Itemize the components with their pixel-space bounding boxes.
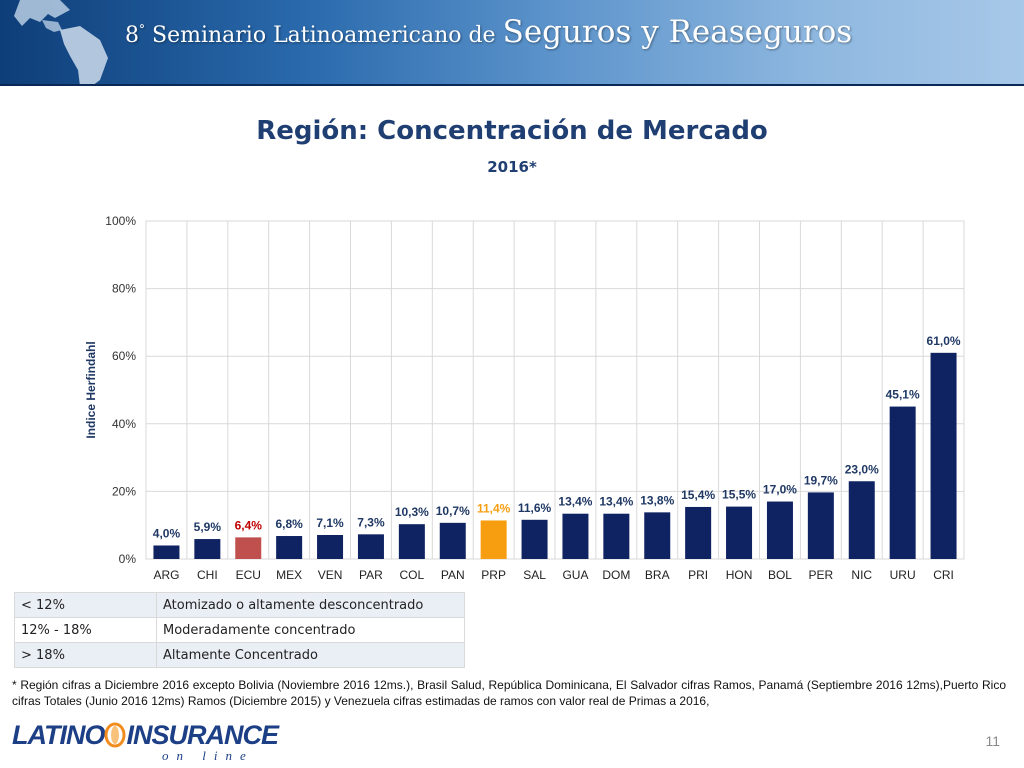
- bar-hon: [726, 506, 753, 559]
- logo-wordmark: LATINO INSURANCE: [12, 720, 279, 751]
- legend-range: 12% - 18%: [14, 617, 157, 643]
- bar-ven: [317, 535, 344, 559]
- category-label-ecu: ECU: [236, 568, 261, 582]
- bar-uru: [889, 406, 916, 559]
- category-label-uru: URU: [890, 568, 916, 582]
- category-label-nic: NIC: [851, 568, 872, 582]
- bar-chi: [194, 539, 221, 559]
- value-label-hon: 15,5%: [722, 488, 756, 502]
- category-label-pan: PAN: [441, 568, 465, 582]
- bar-bra: [644, 512, 671, 559]
- value-label-dom: 13,4%: [599, 495, 633, 509]
- page-number: 11: [985, 733, 1000, 749]
- category-label-hon: HON: [726, 568, 753, 582]
- y-tick-label: 80%: [112, 282, 136, 296]
- category-label-chi: CHI: [197, 568, 218, 582]
- chart-subtitle: 2016*: [487, 158, 537, 176]
- category-label-mex: MEX: [276, 568, 302, 582]
- bar-bol: [766, 501, 793, 559]
- category-label-cri: CRI: [933, 568, 954, 582]
- bar-ecu: [235, 537, 262, 559]
- bar-nic: [848, 481, 875, 559]
- concentration-legend-table: < 12% Atomizado o altamente desconcentrad…: [14, 592, 465, 668]
- value-label-ecu: 6,4%: [235, 518, 263, 532]
- y-tick-label: 0%: [119, 552, 137, 566]
- y-tick-label: 60%: [112, 349, 136, 363]
- value-label-chi: 5,9%: [194, 520, 222, 534]
- y-axis-label: Indice Herfindahl: [84, 341, 98, 438]
- bar-pan: [439, 522, 466, 559]
- bar-par: [357, 534, 384, 559]
- bar-dom: [603, 513, 630, 559]
- value-label-uru: 45,1%: [886, 388, 920, 402]
- category-label-pri: PRI: [688, 568, 708, 582]
- category-label-par: PAR: [359, 568, 383, 582]
- category-label-col: COL: [400, 568, 425, 582]
- category-label-gua: GUA: [562, 568, 588, 582]
- category-label-ven: VEN: [318, 568, 343, 582]
- footnote: * Región cifras a Diciembre 2016 excepto…: [12, 678, 1006, 708]
- americas-map-graphic: [14, 0, 108, 86]
- header-banner: 8° Seminario Latinoamericano de Seguros …: [0, 0, 1024, 86]
- latino-insurance-logo: LATINO INSURANCE on line: [12, 720, 279, 764]
- value-label-col: 10,3%: [395, 505, 429, 519]
- bar-prp: [480, 520, 507, 559]
- logo-part1: LATINO: [12, 720, 105, 750]
- bar-col: [398, 524, 425, 559]
- category-label-arg: ARG: [153, 568, 179, 582]
- banner-title: 8° Seminario Latinoamericano de Seguros …: [125, 14, 852, 50]
- value-label-mex: 6,8%: [275, 517, 303, 531]
- value-label-gua: 13,4%: [558, 495, 592, 509]
- value-label-bol: 17,0%: [763, 483, 797, 497]
- banner-ordinal-mark: °: [139, 22, 145, 37]
- legend-description: Altamente Concentrado: [156, 642, 465, 668]
- legend-row: < 12% Atomizado o altamente desconcentrad…: [14, 592, 465, 618]
- value-label-pan: 10,7%: [436, 504, 470, 518]
- category-label-bol: BOL: [768, 568, 792, 582]
- category-label-prp: PRP: [481, 568, 506, 582]
- y-tick-label: 40%: [112, 417, 136, 431]
- chart-title: Región: Concentración de Mercado: [256, 116, 768, 146]
- logo-part2: INSURANCE: [126, 720, 279, 750]
- category-label-per: PER: [809, 568, 834, 582]
- bar-pri: [685, 506, 712, 559]
- bar-arg: [153, 545, 180, 559]
- legend-range: > 18%: [14, 642, 157, 668]
- logo-globe-icon: [104, 722, 126, 748]
- value-label-par: 7,3%: [357, 515, 385, 529]
- banner-title-small: Seminario Latinoamericano de: [152, 23, 496, 48]
- category-label-dom: DOM: [602, 568, 630, 582]
- bar-sal: [521, 519, 548, 559]
- legend-row: > 18% Altamente Concentrado: [14, 642, 465, 668]
- bar-per: [807, 492, 834, 559]
- value-label-pri: 15,4%: [681, 488, 715, 502]
- bar-chart: 4,0% 5,9% 6,4% 6,8% 7,1% 7,3% 10,3% 10,7% 11,4% 1…: [84, 214, 965, 582]
- bar-cri: [930, 352, 957, 559]
- banner-ordinal: 8: [125, 23, 139, 48]
- value-label-ven: 7,1%: [316, 516, 344, 530]
- category-label-bra: BRA: [645, 568, 670, 582]
- bar-gua: [562, 513, 589, 559]
- y-tick-label: 20%: [112, 484, 136, 498]
- legend-range: < 12%: [14, 592, 157, 618]
- legend-description: Atomizado o altamente desconcentrado: [156, 592, 465, 618]
- value-label-per: 19,7%: [804, 473, 838, 487]
- value-label-bra: 13,8%: [640, 493, 674, 507]
- banner-divider: [0, 84, 1024, 86]
- value-label-prp: 11,4%: [477, 501, 511, 515]
- y-tick-label: 100%: [105, 214, 136, 228]
- value-label-cri: 61,0%: [927, 334, 961, 348]
- logo-tagline: on line: [162, 748, 254, 763]
- value-label-arg: 4,0%: [153, 526, 181, 540]
- legend-description: Moderadamente concentrado: [156, 617, 465, 643]
- banner-title-big: Seguros y Reaseguros: [502, 14, 853, 50]
- value-label-sal: 11,6%: [518, 501, 552, 515]
- bar-mex: [276, 536, 303, 559]
- legend-row: 12% - 18% Moderadamente concentrado: [14, 617, 465, 643]
- category-label-sal: SAL: [523, 568, 546, 582]
- value-label-nic: 23,0%: [845, 462, 879, 476]
